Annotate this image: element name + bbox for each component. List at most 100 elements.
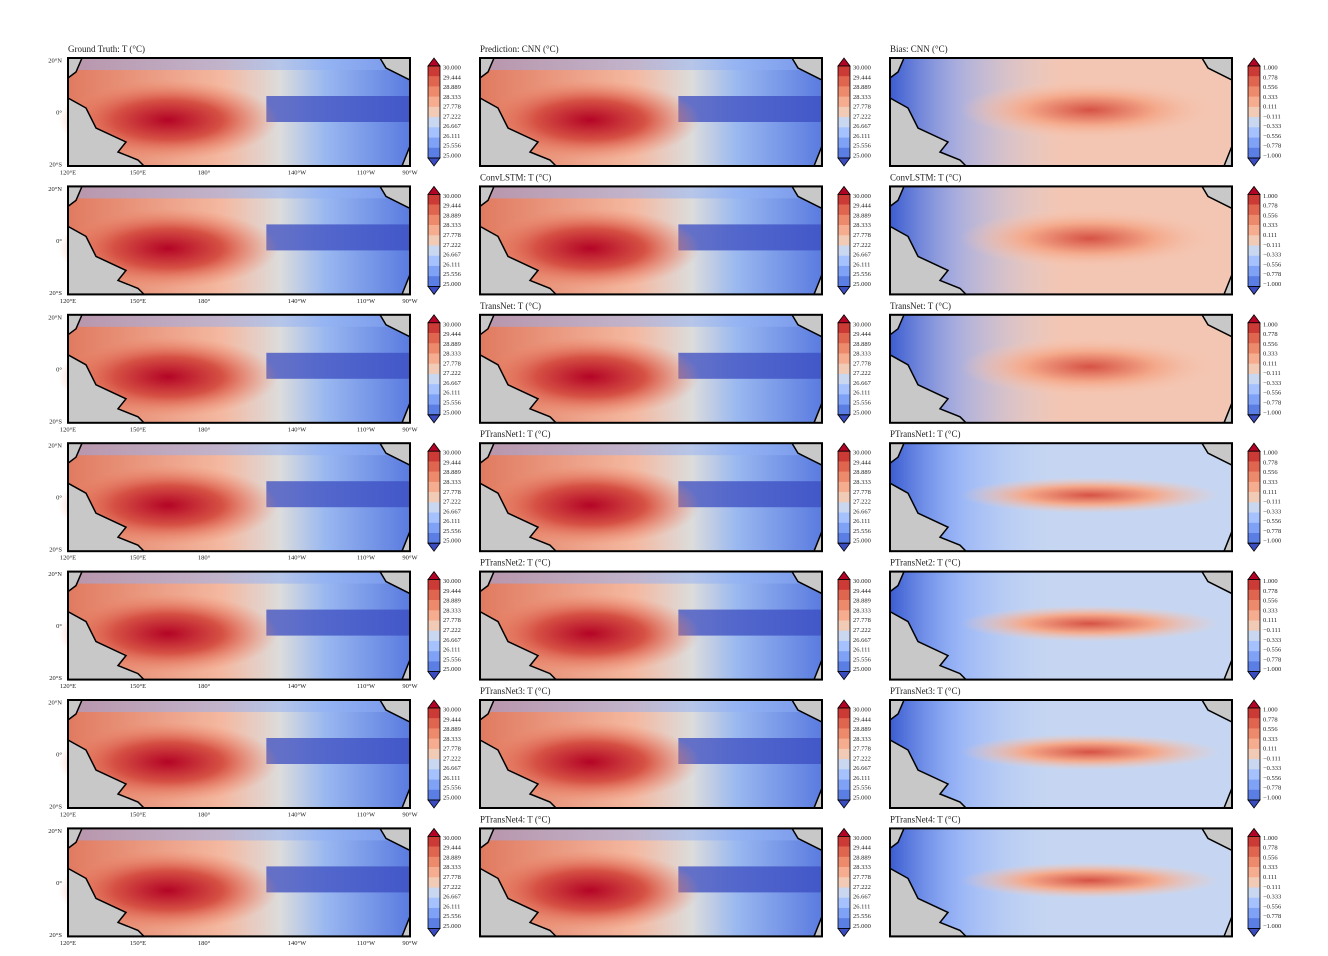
map-frame [67, 185, 411, 296]
temperature-map [58, 827, 411, 938]
colorbar-segment [838, 748, 850, 760]
cool-region [480, 186, 822, 199]
colorbar-label: 26.667 [443, 894, 462, 901]
colorbar-label: 27.222 [853, 884, 871, 891]
warm-bias [960, 477, 1220, 514]
map-frame [67, 57, 411, 167]
colorbar-label: 28.333 [853, 351, 871, 358]
longitude-label: 140°W [288, 683, 307, 690]
colorbar-segment [1248, 235, 1260, 246]
colorbar-label: 26.111 [853, 261, 870, 268]
colorbar-label: 0.778 [1263, 716, 1278, 723]
colorbar-label: 26.667 [853, 894, 872, 901]
colorbar-label: −1.000 [1263, 666, 1281, 673]
colorbar-label: 28.889 [443, 341, 461, 348]
colorbar-frame [427, 193, 441, 287]
colorbar-label: 26.111 [443, 390, 460, 397]
colorbar-label: 0.556 [1263, 84, 1278, 91]
warm-bias [960, 336, 1220, 397]
colorbar-segment [1248, 106, 1260, 118]
colorbar-label: 28.889 [443, 726, 461, 733]
colorbar-segment [428, 779, 440, 791]
colorbar-end [1247, 286, 1261, 296]
colorbar-end [837, 542, 851, 552]
temperature-map [58, 699, 411, 809]
colorbar-label: 25.000 [853, 152, 871, 159]
colorbar-frame [427, 450, 441, 544]
temperature-map [58, 313, 411, 424]
panel-title: PTransNet1: T (°C) [890, 429, 960, 439]
colorbar-segment [838, 579, 850, 591]
colorbar-segment [428, 600, 440, 611]
cool-region [68, 186, 410, 199]
colorbar-label: 25.556 [443, 528, 462, 535]
colorbar-label: 29.444 [443, 459, 462, 466]
colorbar-label: 30.000 [443, 321, 461, 328]
colorbar-segment [838, 471, 850, 483]
colorbar-segment [838, 147, 850, 159]
colorbar-label: 30.000 [853, 193, 871, 200]
longitude-label: 90°W [402, 298, 418, 305]
colorbar-segment [428, 502, 440, 513]
colorbar-label: −0.333 [1263, 765, 1281, 772]
temperature-map [479, 185, 823, 296]
colorbar-end [427, 827, 441, 837]
longitude-label: 120°E [60, 298, 76, 305]
colorbar-label: 25.000 [853, 794, 871, 801]
panel-title: ConvLSTM: T (°C) [480, 172, 551, 182]
colorbar-label: −0.111 [1263, 242, 1281, 249]
cold-tongue [678, 738, 822, 764]
colorbar-label: 27.222 [443, 242, 461, 249]
colorbar-segment [428, 897, 440, 909]
colorbar-label: 0.111 [1263, 874, 1277, 881]
panel-title: PTransNet2: T (°C) [890, 558, 960, 568]
colorbar-label: 27.222 [443, 884, 461, 891]
colorbar-end [1247, 570, 1261, 580]
colorbar-segment [1248, 836, 1260, 847]
colorbar-label: 27.778 [853, 489, 871, 496]
colorbar-end [837, 827, 851, 837]
cool-region [480, 700, 822, 712]
colorbar-end [427, 442, 441, 452]
colorbar-segment [1248, 86, 1260, 97]
colorbar-segment [838, 708, 850, 719]
colorbar-label: −0.556 [1263, 133, 1282, 140]
colorbar-label: 26.111 [443, 647, 460, 654]
longitude-label: 150°E [130, 169, 146, 176]
colorbar-segment [1248, 76, 1260, 87]
colorbar-segment [428, 235, 440, 246]
bias-map [889, 185, 1233, 296]
colorbar-segment [838, 245, 850, 257]
colorbar-label: 25.556 [853, 528, 872, 535]
longitude-label: 140°W [288, 298, 307, 305]
colorbar-label: −0.556 [1263, 903, 1282, 910]
colorbar-segment [838, 384, 850, 395]
colorbar-label: 30.000 [443, 706, 461, 713]
colorbar-segment [428, 738, 440, 750]
longitude-label: 150°E [130, 683, 146, 690]
colorbar-segment [428, 363, 440, 375]
panel-title: PTransNet4: T (°C) [480, 814, 550, 824]
colorbar-label: 28.333 [443, 607, 461, 614]
colorbar-frame [1247, 579, 1261, 672]
colorbar-label: 29.444 [443, 331, 462, 338]
colorbar-label: −1.000 [1263, 538, 1281, 545]
colorbar-label: 28.889 [853, 469, 871, 476]
colorbar-label: 0.778 [1263, 74, 1278, 81]
colorbar-segment [1248, 769, 1260, 780]
colorbar-label: 28.333 [443, 736, 461, 743]
colorbar-label: 27.778 [853, 874, 871, 881]
colorbar-segment [838, 214, 850, 226]
colorbar-label: 28.889 [853, 341, 871, 348]
colorbar-segment [1248, 204, 1260, 216]
colorbar-segment [838, 363, 850, 375]
colorbar-segment [1248, 451, 1260, 462]
colorbar-label: 28.333 [853, 607, 871, 614]
colorbar-label: −0.778 [1263, 528, 1281, 535]
colorbar-segment [428, 846, 440, 858]
longitude-label: 140°W [288, 940, 307, 947]
colorbar-segment [428, 276, 440, 287]
colorbar-segment [1248, 630, 1260, 642]
colorbar-label: −0.778 [1263, 271, 1281, 278]
